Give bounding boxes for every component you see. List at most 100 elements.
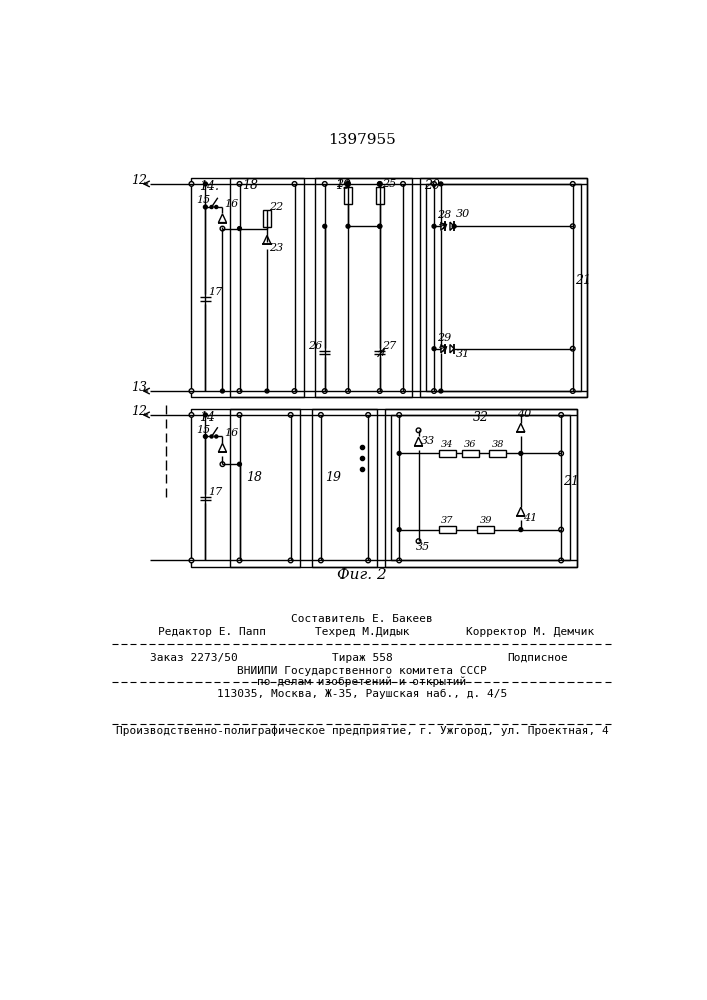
Text: 18: 18 [246, 471, 262, 484]
Text: 18: 18 [242, 179, 258, 192]
Text: 35: 35 [416, 542, 431, 552]
Circle shape [432, 182, 436, 186]
Text: 27: 27 [382, 341, 397, 351]
Polygon shape [517, 507, 525, 516]
Circle shape [432, 389, 436, 393]
Circle shape [221, 389, 224, 393]
Circle shape [559, 451, 563, 456]
Circle shape [346, 389, 351, 393]
Circle shape [204, 435, 207, 438]
Circle shape [571, 224, 575, 229]
Bar [192, 178, 587, 397]
Circle shape [210, 435, 213, 438]
Circle shape [397, 413, 402, 417]
Text: 21: 21 [563, 475, 580, 488]
Circle shape [432, 347, 436, 351]
Circle shape [519, 528, 522, 532]
Circle shape [366, 413, 370, 417]
Text: Подписное: Подписное [507, 653, 568, 663]
Circle shape [265, 389, 269, 393]
Bar [438, 526, 456, 533]
Text: Техред М.Дидык: Техред М.Дидык [315, 627, 409, 637]
Circle shape [346, 182, 350, 186]
Circle shape [559, 527, 563, 532]
Circle shape [571, 182, 575, 186]
Polygon shape [450, 222, 454, 230]
Circle shape [215, 435, 218, 438]
Bar [426, 184, 580, 391]
Text: 26: 26 [308, 341, 322, 351]
Text: Корректор М. Демчик: Корректор М. Демчик [466, 627, 595, 637]
Text: Редактор Е. Папп: Редактор Е. Папп [158, 627, 266, 637]
Text: 113035, Москва, Ж-35, Раушская наб., д. 4/5: 113035, Москва, Ж-35, Раушская наб., д. … [217, 689, 507, 699]
Bar [477, 526, 494, 533]
Bar [263, 210, 271, 227]
Circle shape [378, 224, 382, 228]
Text: Фиг. 2: Фиг. 2 [337, 568, 387, 582]
Text: 25: 25 [382, 179, 397, 189]
Bar [344, 187, 352, 204]
Text: 32: 32 [473, 411, 489, 424]
Circle shape [452, 224, 456, 228]
Circle shape [366, 558, 370, 563]
Circle shape [189, 413, 194, 417]
Circle shape [323, 224, 327, 228]
Circle shape [189, 389, 194, 393]
Circle shape [237, 389, 242, 393]
Circle shape [237, 558, 242, 563]
Text: Производственно-полиграфическое предприятие, г. Ужгород, ул. Проектная, 4: Производственно-полиграфическое предприя… [115, 726, 608, 736]
Circle shape [401, 389, 405, 393]
Circle shape [319, 413, 323, 417]
Circle shape [397, 558, 402, 563]
Circle shape [346, 224, 350, 228]
Text: Тираж 558: Тираж 558 [332, 653, 392, 663]
Text: 17: 17 [208, 287, 222, 297]
Text: 33: 33 [421, 436, 435, 446]
Circle shape [401, 182, 405, 186]
Circle shape [204, 205, 207, 209]
Text: 13: 13 [131, 381, 147, 394]
Circle shape [210, 205, 213, 209]
Text: Составитель Е. Бакеев: Составитель Е. Бакеев [291, 614, 433, 624]
Circle shape [416, 539, 421, 544]
Circle shape [189, 182, 194, 186]
Bar [438, 450, 456, 457]
Circle shape [238, 227, 241, 230]
Bar [376, 187, 384, 204]
Bar [385, 409, 577, 567]
Circle shape [571, 346, 575, 351]
Text: 21: 21 [575, 274, 591, 287]
Polygon shape [263, 235, 271, 244]
Circle shape [215, 205, 218, 209]
Circle shape [416, 428, 421, 433]
Text: 22: 22 [269, 202, 284, 212]
Text: 39: 39 [480, 516, 492, 525]
Circle shape [189, 558, 194, 563]
Text: 41: 41 [523, 513, 537, 523]
Circle shape [288, 413, 293, 417]
Bar [420, 178, 587, 397]
Text: 23: 23 [269, 243, 284, 253]
Text: 34: 34 [441, 440, 453, 449]
Text: 17: 17 [208, 487, 222, 497]
Text: 31: 31 [456, 349, 471, 359]
Bar [392, 415, 571, 560]
Circle shape [322, 389, 327, 393]
Text: Заказ 2273/50: Заказ 2273/50 [151, 653, 238, 663]
Text: 16: 16 [224, 428, 238, 438]
Text: 37: 37 [441, 516, 453, 525]
Text: 14.: 14. [199, 180, 219, 193]
Text: 14: 14 [199, 411, 215, 424]
Circle shape [378, 224, 382, 228]
Polygon shape [450, 345, 454, 353]
Text: 15: 15 [196, 195, 211, 205]
Polygon shape [441, 345, 445, 353]
Circle shape [397, 451, 401, 455]
Circle shape [288, 558, 293, 563]
Text: 12: 12 [131, 174, 147, 187]
Circle shape [237, 182, 242, 186]
Text: 20: 20 [424, 179, 440, 192]
Circle shape [559, 413, 563, 417]
Text: ВНИИПИ Государственного комитета СССР: ВНИИПИ Государственного комитета СССР [237, 666, 487, 676]
Text: 19: 19 [325, 471, 341, 484]
